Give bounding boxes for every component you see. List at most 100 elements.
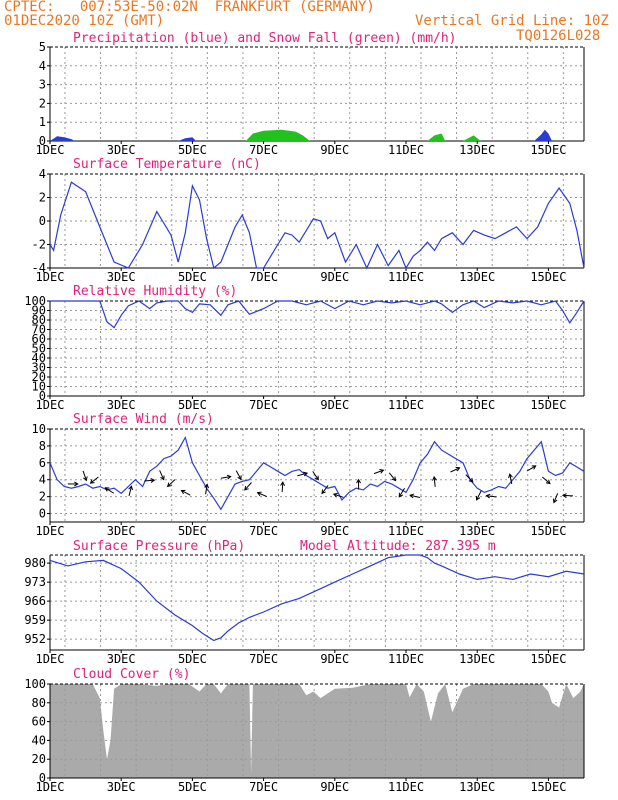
wind-arrow-head [409,493,415,499]
panel-title: Relative Humidity (%) [73,284,237,299]
y-tick-label: 30 [32,361,46,375]
panel-title: Surface Wind (m/s) [73,412,214,427]
wind-arrow-shaft [542,476,551,484]
x-tick-label: 5DEC [178,524,207,538]
wind-arrow-head [379,469,385,474]
y-tick-label: 8 [39,439,46,453]
wind-arrow-shaft [82,470,87,481]
x-tick-label: 3DEC [107,398,136,412]
wind-arrow-head [128,485,134,491]
grid-note: Vertical Grid Line: 10Z [415,13,609,29]
wind-arrow-head [160,475,165,481]
wind-arrow-shaft [144,479,155,482]
panel-title: Precipitation (blue) and Snow Fall (gree… [73,31,457,46]
y-tick-label: 80 [32,696,46,710]
cloud-cover-area [50,684,584,778]
x-tick-label: 1DEC [36,524,65,538]
x-tick-label: 7DEC [249,398,278,412]
wind-arrow-head [391,476,397,482]
x-tick-label: 5DEC [178,652,207,666]
x-tick-label: 5DEC [178,780,207,794]
wind-arrow-head [150,478,156,483]
wind-arrow-head [314,475,319,481]
wind-arrow-shaft [433,476,436,487]
wind-arrow-head [237,475,242,481]
y-tick-label: 60 [32,332,46,346]
wind-arrow-head [180,489,186,495]
wind-arrow-head [485,493,491,499]
x-tick-label: 5DEC [178,270,207,284]
wind-arrow-shaft [553,493,559,503]
x-tick-label: 15DEC [530,143,566,157]
wind-arrow-head [508,473,513,479]
series-line [50,300,585,329]
x-tick-label: 5DEC [178,398,207,412]
y-tick-label: 0 [39,389,46,403]
wind-arrow-head [256,491,262,497]
x-tick-label: 11DEC [388,524,424,538]
wind-arrow-shaft [410,494,420,498]
wind-arrow-shaft [486,495,497,498]
y-tick-label: 100 [24,294,46,308]
wind-arrow-shaft [333,493,344,498]
y-tick-label: 80 [32,313,46,327]
x-tick-label: 9DEC [320,270,349,284]
header-line1: CPTEC: 007:53E-50:02N FRANKFURT (GERMANY… [4,0,375,15]
x-tick-label: 15DEC [530,398,566,412]
y-tick-label: 0 [39,134,46,148]
x-tick-label: 9DEC [320,780,349,794]
x-tick-label: 1DEC [36,780,65,794]
x-tick-label: 3DEC [107,652,136,666]
y-tick-label: -2 [32,238,46,252]
panel-title: Surface Pressure (hPa) [73,539,245,554]
wind-arrow-head [104,487,110,492]
panel-title: Cloud Cover (%) [73,667,190,682]
y-tick-label: 980 [24,556,46,570]
x-tick-label: 7DEC [249,270,278,284]
wind-arrow-head [455,466,461,472]
y-tick-label: 952 [24,632,46,646]
wind-arrow-shaft [257,492,267,497]
y-tick-label: 2 [39,490,46,504]
x-tick-label: 9DEC [320,524,349,538]
wind-arrow-head [398,492,404,498]
wind-arrow-shaft [159,470,165,480]
y-tick-label: 966 [24,594,46,608]
wind-arrow-shaft [128,486,132,497]
wind-arrow-head [332,492,338,498]
x-tick-label: 15DEC [530,780,566,794]
header-line2: 01DEC2020 10Z (GMT) [4,13,165,29]
series-line [49,181,585,270]
wind-arrow-shaft [220,476,231,479]
x-tick-label: 15DEC [530,524,566,538]
series-line [49,435,585,511]
y-tick-label: 4 [39,59,46,73]
x-tick-label: 11DEC [388,398,424,412]
wind-arrow-shaft [465,474,474,483]
y-tick-label: 40 [32,733,46,747]
wind-arrow-head [166,482,172,488]
model-code: TQ0126L028 [516,28,601,44]
wind-arrow-shaft [388,472,396,481]
wind-arrow-shaft [476,490,482,501]
wind-arrow-head [432,475,437,481]
y-tick-label: 60 [32,715,46,729]
y-tick-label: -4 [32,261,46,275]
panel-title: Surface Temperature (nC) [73,157,261,172]
wind-arrow-shaft [373,469,384,475]
wind-arrow-head [303,471,309,477]
y-tick-label: 4 [39,167,46,181]
wind-arrow-shaft [105,487,114,494]
x-tick-label: 11DEC [388,270,424,284]
wind-arrow-shaft [450,467,460,473]
x-tick-label: 13DEC [459,398,495,412]
wind-arrow-shaft [90,476,99,484]
y-tick-label: 6 [39,456,46,470]
y-tick-label: 50 [32,342,46,356]
x-tick-label: 11DEC [388,780,424,794]
x-tick-label: 9DEC [320,398,349,412]
wind-arrow-shaft [297,472,308,477]
y-tick-label: 0 [39,214,46,228]
wind-arrow-shaft [244,482,252,491]
snowfall-area [245,129,481,141]
